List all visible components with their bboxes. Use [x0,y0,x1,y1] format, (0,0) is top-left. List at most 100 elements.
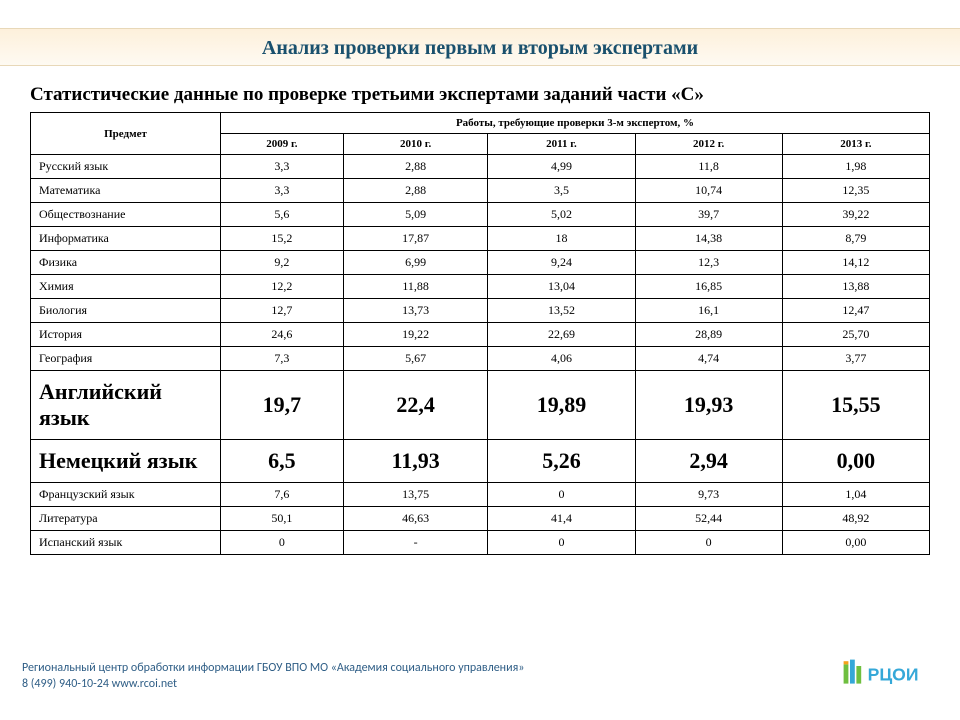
cell-subject: Французский язык [31,483,221,507]
cell-value: 19,22 [343,323,488,347]
cell-value: 6,5 [221,440,344,483]
table-row: Немецкий язык6,511,935,262,940,00 [31,440,930,483]
table-row: Испанский язык0-000,00 [31,531,930,555]
cell-subject: Биология [31,299,221,323]
cell-subject: Английский язык [31,371,221,440]
data-table-container: Предмет Работы, требующие проверки 3-м э… [30,112,930,555]
cell-value: 28,89 [635,323,782,347]
table-row: Математика3,32,883,510,7412,35 [31,179,930,203]
cell-value: 16,85 [635,275,782,299]
table-row: История24,619,2222,6928,8925,70 [31,323,930,347]
cell-value: 17,87 [343,227,488,251]
table-row: Биология12,713,7313,5216,112,47 [31,299,930,323]
page-title: Анализ проверки первым и вторым эксперта… [0,28,960,66]
col-header-year: 2010 г. [343,134,488,155]
cell-value: 19,7 [221,371,344,440]
cell-value: 5,6 [221,203,344,227]
rcoi-logo: РЦОИ [842,650,938,698]
cell-subject: Литература [31,507,221,531]
cell-value: 13,73 [343,299,488,323]
cell-value: 11,8 [635,155,782,179]
cell-subject: Информатика [31,227,221,251]
table-row: Физика9,26,999,2412,314,12 [31,251,930,275]
cell-value: 3,77 [782,347,929,371]
cell-value: 9,2 [221,251,344,275]
cell-value: 4,06 [488,347,635,371]
cell-value: 0 [488,483,635,507]
cell-value: 3,5 [488,179,635,203]
table-row: Информатика15,217,871814,388,79 [31,227,930,251]
cell-value: 24,6 [221,323,344,347]
footer-line-1: Региональный центр обработки информации … [22,660,820,676]
cell-value: 52,44 [635,507,782,531]
cell-value: 39,22 [782,203,929,227]
cell-value: 4,74 [635,347,782,371]
col-header-year: 2011 г. [488,134,635,155]
table-row: Французский язык7,613,7509,731,04 [31,483,930,507]
table-row: Русский язык3,32,884,9911,81,98 [31,155,930,179]
cell-value: 13,75 [343,483,488,507]
cell-value: - [343,531,488,555]
cell-value: 41,4 [488,507,635,531]
cell-subject: Физика [31,251,221,275]
cell-value: 6,99 [343,251,488,275]
cell-value: 13,04 [488,275,635,299]
cell-value: 2,88 [343,179,488,203]
cell-value: 5,09 [343,203,488,227]
page-subtitle: Статистические данные по проверке третьи… [30,84,930,106]
cell-value: 4,99 [488,155,635,179]
cell-value: 0 [488,531,635,555]
col-header-year: 2009 г. [221,134,344,155]
cell-subject: Обществознание [31,203,221,227]
cell-value: 48,92 [782,507,929,531]
cell-value: 50,1 [221,507,344,531]
cell-value: 13,52 [488,299,635,323]
cell-subject: Русский язык [31,155,221,179]
cell-value: 25,70 [782,323,929,347]
cell-subject: География [31,347,221,371]
cell-value: 3,3 [221,155,344,179]
cell-value: 5,26 [488,440,635,483]
cell-subject: Химия [31,275,221,299]
cell-value: 15,55 [782,371,929,440]
table-row: Химия12,211,8813,0416,8513,88 [31,275,930,299]
cell-value: 13,88 [782,275,929,299]
table-row: Обществознание5,65,095,0239,739,22 [31,203,930,227]
table-row: Литература50,146,6341,452,4448,92 [31,507,930,531]
table-row: География7,35,674,064,743,77 [31,347,930,371]
cell-value: 2,94 [635,440,782,483]
cell-value: 3,3 [221,179,344,203]
cell-value: 39,7 [635,203,782,227]
col-header-year: 2013 г. [782,134,929,155]
cell-value: 1,98 [782,155,929,179]
cell-value: 18 [488,227,635,251]
cell-value: 0 [635,531,782,555]
cell-value: 12,47 [782,299,929,323]
cell-value: 0,00 [782,440,929,483]
col-header-subject: Предмет [31,113,221,155]
footer-line-2: 8 (499) 940-10-24 www.rcoi.net [22,676,820,692]
cell-value: 16,1 [635,299,782,323]
cell-value: 19,93 [635,371,782,440]
cell-value: 0 [221,531,344,555]
cell-value: 46,63 [343,507,488,531]
logo-text: РЦОИ [868,664,919,684]
cell-subject: История [31,323,221,347]
cell-value: 5,67 [343,347,488,371]
cell-value: 14,12 [782,251,929,275]
cell-value: 0,00 [782,531,929,555]
cell-value: 12,7 [221,299,344,323]
cell-value: 19,89 [488,371,635,440]
cell-value: 10,74 [635,179,782,203]
cell-value: 9,73 [635,483,782,507]
cell-value: 22,4 [343,371,488,440]
cell-subject: Математика [31,179,221,203]
cell-value: 5,02 [488,203,635,227]
cell-subject: Немецкий язык [31,440,221,483]
cell-value: 15,2 [221,227,344,251]
table-row: Английский язык19,722,419,8919,9315,55 [31,371,930,440]
col-header-group: Работы, требующие проверки 3-м экспертом… [221,113,930,134]
cell-value: 12,35 [782,179,929,203]
col-header-year: 2012 г. [635,134,782,155]
cell-value: 14,38 [635,227,782,251]
